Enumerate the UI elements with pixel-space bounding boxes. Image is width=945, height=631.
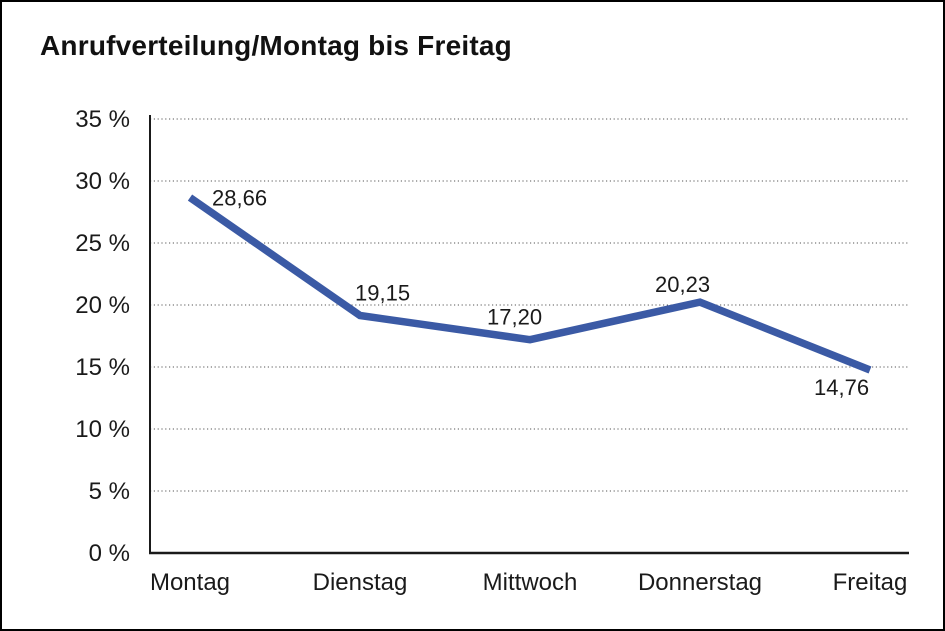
data-point-label: 20,23 bbox=[655, 272, 710, 297]
y-tick-label: 30 % bbox=[75, 168, 130, 195]
y-tick-label: 0 % bbox=[89, 540, 130, 567]
x-category-label: Montag bbox=[150, 569, 230, 596]
y-tick-label: 35 % bbox=[75, 106, 130, 133]
series-line bbox=[187, 194, 872, 374]
data-point-label: 28,66 bbox=[212, 186, 267, 211]
y-tick-label: 25 % bbox=[75, 230, 130, 257]
y-tick-label: 15 % bbox=[75, 354, 130, 381]
x-category-label: Dienstag bbox=[313, 569, 408, 596]
data-point-label: 14,76 bbox=[814, 375, 869, 400]
x-category-label: Mittwoch bbox=[483, 569, 578, 596]
y-tick-label: 10 % bbox=[75, 416, 130, 443]
y-tick-label: 5 % bbox=[89, 478, 130, 505]
x-category-label: Freitag bbox=[833, 569, 908, 596]
x-category-label: Donnerstag bbox=[638, 569, 762, 596]
data-point-label: 19,15 bbox=[355, 281, 410, 306]
y-tick-label: 20 % bbox=[75, 292, 130, 319]
data-point-label: 17,20 bbox=[487, 305, 542, 330]
chart-title: Anrufverteilung/Montag bis Freitag bbox=[40, 30, 512, 61]
